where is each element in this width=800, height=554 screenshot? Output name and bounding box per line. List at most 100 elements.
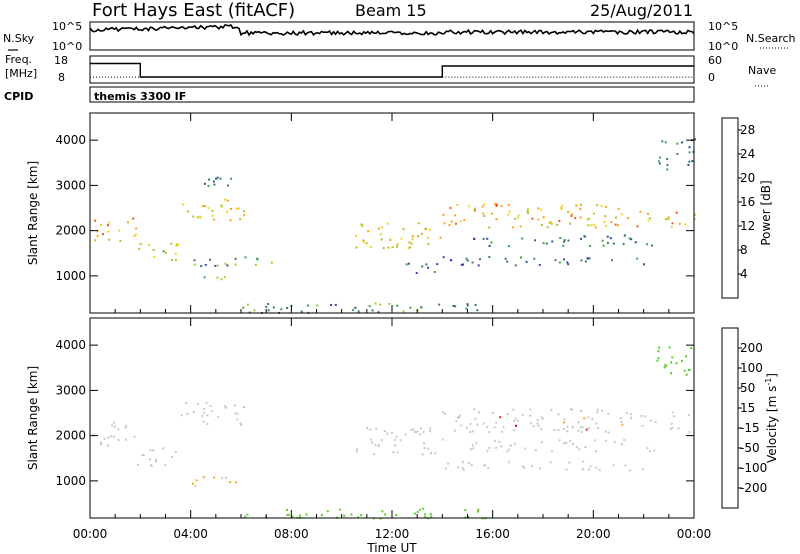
scatter-cell [453,429,456,432]
scatter-cell [213,183,216,186]
scatter-cell [577,429,580,432]
scatter-cell [196,216,199,219]
scatter-cell [644,415,647,418]
scatter-cell [452,304,455,307]
scatter-cell [182,203,185,206]
scatter-cell [614,223,617,226]
scatter-cell [216,176,219,179]
scatter-cell [150,465,153,468]
scatter-cell [106,444,109,447]
scatter-cell [605,205,608,208]
scatter-cell [461,461,464,464]
scatter-cell [549,461,552,464]
scatter-cell [664,141,667,144]
scatter-cell [363,240,365,243]
scatter-cell [141,454,144,456]
power-y-axis: 1000 2000 3000 4000 [55,133,694,283]
scatter-cell [509,444,512,447]
scatter-cell [541,417,544,420]
scatter-cell [469,448,472,451]
scatter-cell [551,240,554,243]
scatter-cell [566,425,569,428]
cpid-program: themis 3300 IF [94,90,186,103]
scatter-cell [366,426,368,429]
scatter-cell [685,355,687,358]
scatter-cell [483,203,486,206]
scatter-cell [396,245,398,248]
scatter-cell [658,156,661,159]
colorbar-frame [721,327,739,509]
scatter-cell [493,439,496,442]
scatter-cell [205,401,208,404]
scatter-cell [117,428,120,431]
scatter-cell [375,427,378,430]
scatter-cell [668,346,671,349]
scatter-cell [513,420,516,422]
scatter-cell [202,420,205,423]
scatter-cell [213,218,215,221]
scatter-cell [177,243,180,246]
scatter-cell [591,418,594,420]
scatter-cell [125,438,127,441]
scatter-cell [600,204,603,207]
scatter-cell [563,418,566,421]
scatter-cell [566,430,569,433]
scatter-cell [405,263,408,266]
scatter-cell [671,222,674,225]
cpid-panel-frame [89,86,695,103]
y-tick-label: 4000 [55,133,86,147]
noise-panel-frame [89,21,695,51]
scatter-cell [620,420,623,423]
scatter-cell [299,514,301,517]
scatter-cell [630,413,633,416]
scatter-cell [583,417,586,420]
scatter-cell [646,447,649,450]
x-tick-label: 08:00 [274,527,309,541]
scatter-cell [100,443,102,446]
scatter-cell [589,465,592,468]
colorbar-tick-label: 12 [740,219,755,233]
scatter-cell [490,241,493,244]
colorbar-tick-label: 200 [740,341,763,355]
scatter-cell [483,215,486,217]
scatter-cell [648,217,651,220]
freq-left-tick-bottom: 8 [58,71,65,84]
scatter-cell [493,426,496,429]
scatter-cell [230,208,232,210]
scatter-cell [339,508,342,511]
scatter-cell [407,262,410,265]
scatter-cell [267,303,270,305]
scatter-cell [495,203,498,206]
scatter-cell [620,213,623,216]
scatter-cell [254,263,257,266]
scatter-cell [685,373,688,376]
scatter-cell [476,423,479,426]
scatter-cell [226,184,229,187]
scatter-cell [357,516,360,519]
scatter-cell [236,418,239,421]
scatter-cell [125,424,128,427]
scatter-cell [559,237,562,239]
scatter-cell [582,460,585,463]
scatter-cell [663,366,666,369]
velocity-y-label: Slant Range [km] [26,366,40,470]
scatter-cell [195,479,198,482]
scatter-cell [575,204,578,207]
scatter-cell [170,242,173,245]
scatter-cell [135,227,138,230]
scatter-cell [367,230,370,233]
scatter-cell [92,433,95,436]
scatter-cell [546,226,549,229]
scatter-cell [404,433,407,436]
scatter-cell [677,427,680,430]
scatter-cell [671,426,674,429]
scatter-cell [474,417,477,420]
scatter-cell [584,260,587,263]
scatter-cell [377,311,380,314]
scatter-cell [670,422,673,425]
scatter-cell [469,423,472,425]
scatter-cell [676,152,679,155]
scatter-cell [192,482,194,485]
scatter-cell [220,278,223,281]
scatter-cell [471,261,474,264]
